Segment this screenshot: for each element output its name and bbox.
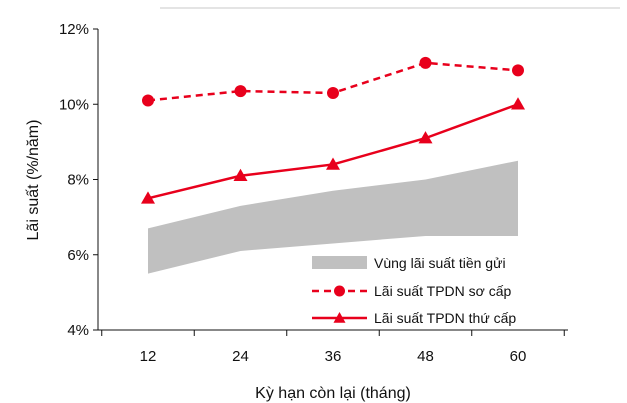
x-tick-label: 24 [232,348,249,365]
primary-yield-point [327,86,339,99]
secondary-yield-point [233,168,248,181]
deposit-rate-band [148,160,518,274]
axis-layer: 4% 6% 8% 10% 12% 12 24 36 48 60 [59,21,568,365]
primary-yield-point [142,94,154,107]
legend-item-primary: Lãi suất TPDN sơ cấp [374,283,512,299]
x-tick-label: 60 [510,348,527,365]
legend-item-deposit-band: Vùng lãi suất tiền gửi [374,255,506,271]
legend-swatch-marker [334,285,345,297]
y-tick-label: 12% [59,21,89,38]
primary-yield-point [419,56,432,69]
y-tick-label: 6% [67,247,89,264]
secondary-yield-point [511,97,525,110]
secondary-yield-point [326,157,340,170]
y-tick-label: 10% [59,96,89,113]
legend-swatch-marker [333,312,346,323]
secondary-yield-point [141,191,155,204]
legend-item-secondary: Lãi suất TPDN thứ cấp [374,310,516,326]
x-tick-label: 48 [417,348,434,365]
band-layer [148,160,518,274]
x-tick-label: 12 [140,348,157,365]
primary-yield-point [234,85,247,98]
secondary-yield-point [418,131,433,144]
legend-swatch-band [312,256,367,269]
primary-yield-point [512,64,524,77]
y-tick-label: 8% [67,172,89,189]
x-tick-label: 36 [325,348,342,365]
y-tick-label: 4% [67,322,89,339]
series-layer [141,56,525,204]
legend: Vùng lãi suất tiền gửi Lãi suất TPDN sơ c… [312,255,516,326]
y-axis-title: Lãi suất (%/năm) [25,120,42,241]
x-axis-title: Kỳ hạn còn lại (tháng) [255,385,411,402]
